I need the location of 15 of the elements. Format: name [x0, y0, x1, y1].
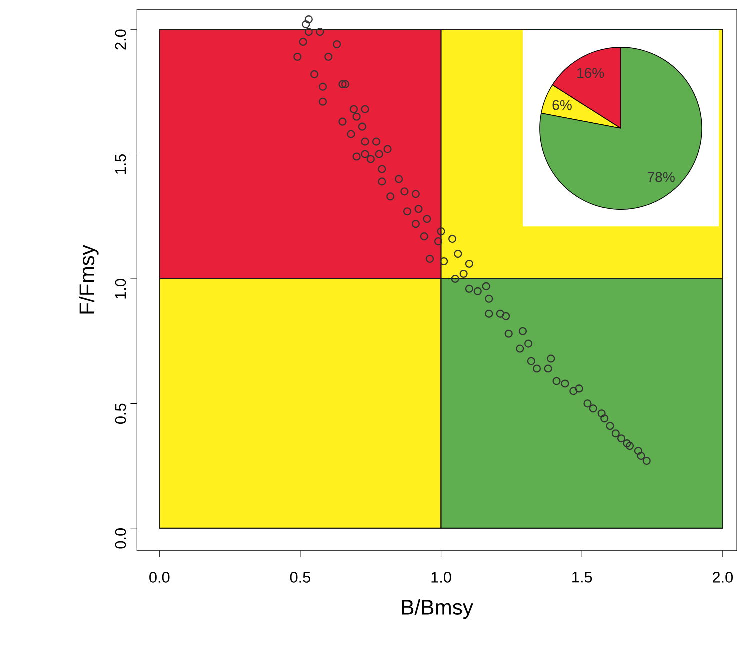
- x-axis-title: B/Bmsy: [402, 600, 474, 620]
- data-label: 6%: [552, 100, 572, 111]
- x-tick-label: 0.5: [290, 572, 311, 584]
- y-tick-label: 2.0: [115, 30, 126, 50]
- y-tick-label: 0.0: [115, 528, 126, 549]
- y-tick-label: 1.5: [115, 154, 126, 174]
- x-tick-label: 1.0: [432, 572, 452, 584]
- y-axis-title: F/Fmsy: [79, 245, 99, 314]
- x-tick-label: 2.0: [712, 572, 734, 584]
- x-tick-label: 1.5: [572, 572, 592, 583]
- data-label: 78%: [648, 172, 675, 182]
- data-label: 16%: [578, 68, 604, 78]
- x-tick-label: 0.0: [150, 572, 170, 584]
- y-tick-label: 1.0: [115, 279, 126, 299]
- y-tick-label: 0.5: [115, 404, 126, 424]
